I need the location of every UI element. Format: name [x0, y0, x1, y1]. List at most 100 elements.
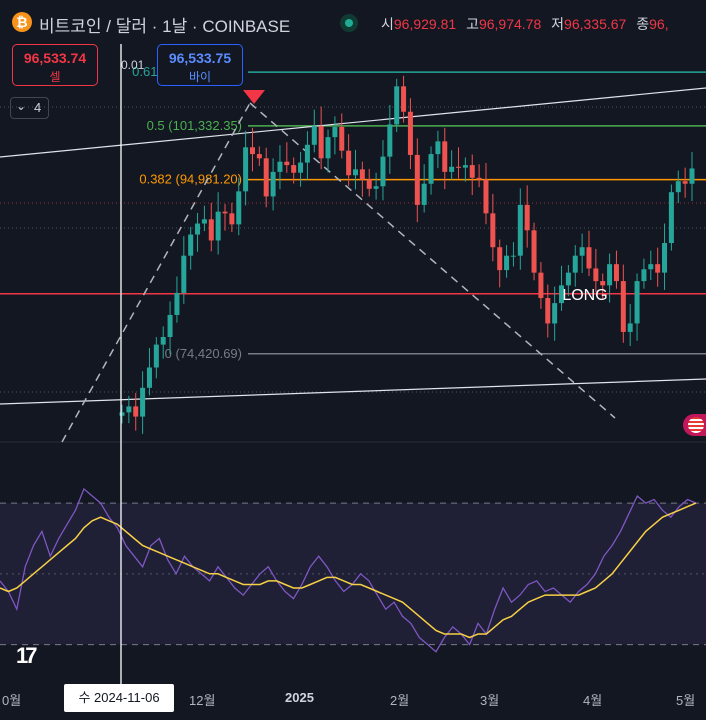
candle-body: [552, 303, 558, 324]
candle-body: [469, 165, 475, 178]
x-axis-label: 4월: [583, 693, 603, 708]
candle-body: [641, 269, 647, 282]
candle-body: [593, 268, 599, 282]
candle-body: [243, 147, 249, 192]
candle-body: [538, 272, 544, 299]
candle-body: [662, 243, 668, 273]
candle-body: [311, 126, 317, 145]
tradingview-logo[interactable]: 17: [16, 643, 38, 668]
candle-body: [284, 161, 290, 166]
market-status-icon[interactable]: [340, 14, 358, 32]
x-axis-label: 3월: [480, 693, 500, 708]
candle-body: [689, 168, 695, 184]
candle-body: [373, 186, 379, 189]
close-value: 96,: [649, 16, 669, 32]
candle-body: [126, 406, 132, 413]
x-axis-label: 2월: [390, 693, 410, 708]
candle-body: [483, 179, 489, 214]
candle-body: [407, 111, 413, 155]
high-value: 96,974.78: [478, 16, 542, 32]
candle-body: [236, 191, 242, 225]
open-value: 96,929.81: [393, 16, 457, 32]
candle-body: [215, 211, 221, 241]
candle-body: [195, 223, 201, 235]
candle-body: [545, 298, 551, 324]
candle-body: [366, 179, 372, 189]
candle-body: [270, 171, 276, 197]
chevron-down-icon: ⌄: [16, 99, 27, 113]
candle-body: [579, 247, 585, 256]
candle-body: [325, 137, 331, 159]
candle-body: [304, 144, 310, 163]
buy-price: 96,533.75: [168, 50, 232, 66]
candle-body: [517, 204, 523, 256]
candle-body: [181, 255, 187, 293]
candle-body: [510, 255, 516, 257]
candle-body: [559, 285, 565, 304]
crosshair-date-label: 수 2024-11-06: [64, 684, 174, 712]
candle-body: [504, 255, 510, 271]
candle-body: [634, 281, 640, 324]
candle-body: [298, 162, 304, 173]
buy-button[interactable]: 96,533.75 바이: [157, 44, 243, 86]
candle-body: [339, 126, 345, 151]
candle-body: [256, 154, 262, 159]
candle-body: [648, 264, 654, 270]
candle-body: [627, 323, 633, 332]
candle-body: [435, 141, 441, 155]
indicator-layers-toggle[interactable]: ⌄ 4: [10, 97, 49, 119]
candle-body: [655, 264, 661, 273]
candle-body: [497, 247, 503, 271]
candle-body: [449, 166, 455, 172]
candle-body: [600, 281, 606, 286]
candle-body: [201, 219, 207, 224]
candle-body: [428, 154, 434, 184]
low-value: 96,335.67: [564, 16, 627, 32]
candle-body: [140, 387, 146, 417]
candle-body: [565, 272, 571, 286]
candle-body: [682, 181, 688, 184]
sell-button[interactable]: 96,533.74 셀: [12, 44, 98, 86]
fib-level-label: 0 (74,420.69): [165, 346, 242, 361]
candle-body: [346, 150, 352, 176]
candle-body: [414, 154, 420, 205]
low-label: 저: [551, 16, 565, 32]
chart-header: ₿ 비트코인 / 달러 · 1날 · COINBASE 시96,929.81 고…: [0, 0, 706, 44]
ohlc-readout: 시96,929.81 고96,974.78 저96,335.67 종96,: [381, 14, 675, 34]
us-flag-icon[interactable]: [683, 414, 706, 436]
channel-upper-line: [0, 87, 706, 158]
layers-count: 4: [34, 100, 42, 115]
peak-marker-icon: [243, 90, 265, 104]
candle-body: [586, 247, 592, 269]
candle-body: [380, 156, 386, 187]
candle-body: [421, 183, 427, 205]
buy-label: 바이: [188, 70, 212, 84]
symbol-title[interactable]: 비트코인 / 달러 · 1날 · COINBASE: [39, 17, 291, 36]
spread-value: 0.01: [121, 58, 145, 72]
bitcoin-icon: ₿: [12, 12, 32, 32]
candle-body: [277, 161, 283, 172]
candle-body: [462, 165, 468, 168]
candle-body: [332, 126, 338, 138]
candle-body: [146, 367, 152, 388]
candle-body: [222, 211, 228, 214]
candle-body: [229, 213, 235, 225]
candle-body: [174, 292, 180, 315]
x-axis-label: 12월: [189, 693, 216, 708]
candle-body: [675, 181, 681, 193]
fib-level-label: 0.382 (94,981.20): [139, 172, 242, 187]
fib-trend-line: [61, 102, 251, 443]
candle-body: [318, 126, 324, 159]
candle-body: [249, 147, 255, 155]
candle-body: [352, 169, 358, 176]
fib-trend-line: [249, 102, 616, 419]
candle-body: [442, 141, 448, 172]
candle-body: [476, 177, 482, 180]
candle-body: [119, 412, 125, 416]
x-axis-label: 2025: [285, 690, 314, 705]
candle-body: [607, 264, 613, 286]
candle-body: [160, 336, 166, 345]
candle-body: [620, 281, 626, 332]
rsi-line: [0, 487, 697, 653]
